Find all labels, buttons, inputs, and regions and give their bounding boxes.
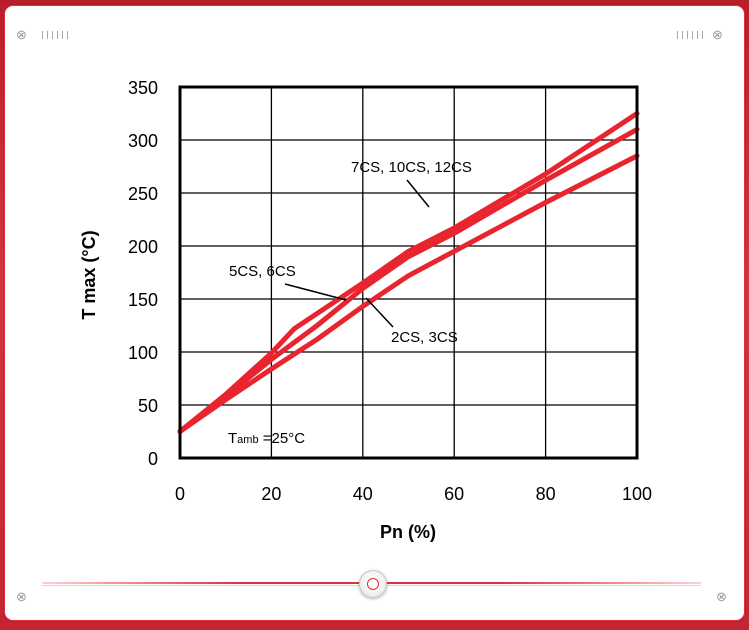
slider-thumb[interactable] <box>358 570 387 598</box>
x-tick-label: 0 <box>175 484 185 504</box>
y-tick-label: 350 <box>128 78 158 98</box>
series-line-2 <box>177 126 640 434</box>
chart-viewer-window <box>4 5 745 621</box>
y-tick-label: 250 <box>128 184 158 204</box>
x-tick-label: 40 <box>353 484 373 504</box>
series-line-3 <box>177 153 640 434</box>
ambient-temperature-label: Tamb =25°C <box>228 430 305 447</box>
corner-close-icon-top-right[interactable]: ⊗ <box>712 27 723 42</box>
y-tick-label: 200 <box>128 237 158 257</box>
annotation-2cs-3cs: 2CS, 3CS <box>391 329 458 346</box>
annotation-7cs-10cs-12cs: 7CS, 10CS, 12CS <box>351 159 472 176</box>
x-tick-label: 100 <box>622 484 652 504</box>
x-tick-label: 20 <box>261 484 281 504</box>
plot-border <box>178 85 639 460</box>
annotation-5cs-6cs: 5CS, 6CS <box>229 263 296 280</box>
y-tick-label: 100 <box>128 343 158 363</box>
series-line-1 <box>177 111 640 434</box>
corner-icon-bottom-right[interactable]: ⊗ <box>716 589 727 604</box>
corner-icon-bottom-left[interactable]: ⊗ <box>16 589 27 604</box>
x-tick-label: 80 <box>536 484 556 504</box>
annotation-leader-5cs <box>284 283 347 301</box>
annotation-leader-7cs <box>406 179 430 208</box>
x-axis-label: Pn (%) <box>380 522 436 542</box>
y-tick-label: 300 <box>128 131 158 151</box>
y-tick-label: 50 <box>138 396 158 416</box>
x-tick-label: 60 <box>444 484 464 504</box>
y-tick-label: 150 <box>128 290 158 310</box>
y-axis-label: T max (°C) <box>79 230 99 319</box>
corner-close-icon-top-left[interactable]: ⊗ <box>16 27 27 42</box>
y-tick-label: 0 <box>148 449 158 469</box>
annotation-leader-2cs <box>365 297 394 328</box>
drag-handle-right[interactable] <box>677 31 703 39</box>
drag-handle-left[interactable] <box>42 31 68 39</box>
